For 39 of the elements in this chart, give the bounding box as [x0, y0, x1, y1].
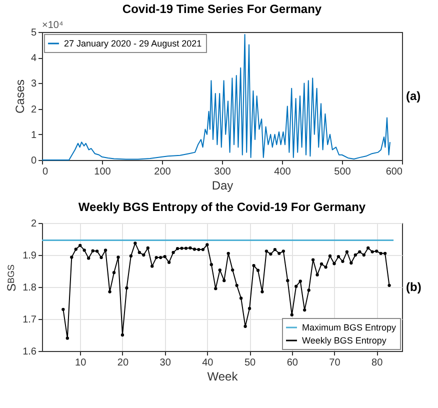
x-axis-title: Week [207, 370, 239, 384]
x-tick-label: 400 [274, 166, 292, 178]
text: (a) [406, 89, 421, 103]
y-tick-label: 1.6 [22, 346, 37, 358]
x-tick-label: 10 [75, 358, 87, 368]
x-tick-label: 20 [117, 358, 129, 368]
y-tick-label: 2 [30, 218, 37, 230]
x-tick-label: 100 [94, 166, 112, 178]
y-tick-label: 3 [30, 78, 37, 90]
y-axis-title: Cases [12, 79, 27, 114]
legend-label: Weekly BGS Entropy [302, 336, 387, 346]
y-tick-label: 1 [30, 130, 37, 141]
legend-label: Maximum BGS Entropy [302, 322, 397, 332]
x-tick-label: 300 [214, 166, 232, 178]
y-tick-label: 2 [30, 104, 37, 116]
y-tick-label: 1.8 [22, 282, 37, 294]
text: ×10⁴ [42, 20, 64, 31]
x-tick-label: 200 [154, 166, 172, 178]
y-tick-label: 4 [30, 53, 37, 64]
x-tick-label: 60 [286, 358, 298, 368]
x-tick-label: 500 [334, 166, 352, 178]
x-tick-label: 30 [160, 358, 172, 368]
y-tick-label: 1.9 [22, 250, 37, 262]
legend-label: 27 January 2020 - 29 August 2021 [64, 38, 202, 48]
chart-title: Covid-19 Time Series For Germany [122, 2, 322, 16]
text: SBGS [4, 264, 19, 292]
x-tick-label: 80 [372, 358, 384, 368]
y-tick-label: 5 [30, 28, 37, 38]
x-tick-label: 600 [386, 166, 403, 178]
text: (b) [406, 280, 422, 294]
x-tick-label: 50 [244, 358, 256, 368]
y-tick-label: 0 [30, 156, 37, 166]
line-series [42, 34, 390, 160]
x-tick-label: 0 [42, 166, 48, 178]
x-axis-title: Day [212, 178, 234, 192]
chart-title: Weekly BGS Entropy of the Covid-19 For Germany [78, 200, 366, 214]
x-tick-label: 70 [329, 358, 341, 368]
x-tick-label: 40 [202, 358, 214, 368]
y-tick-label: 1.7 [22, 314, 37, 326]
